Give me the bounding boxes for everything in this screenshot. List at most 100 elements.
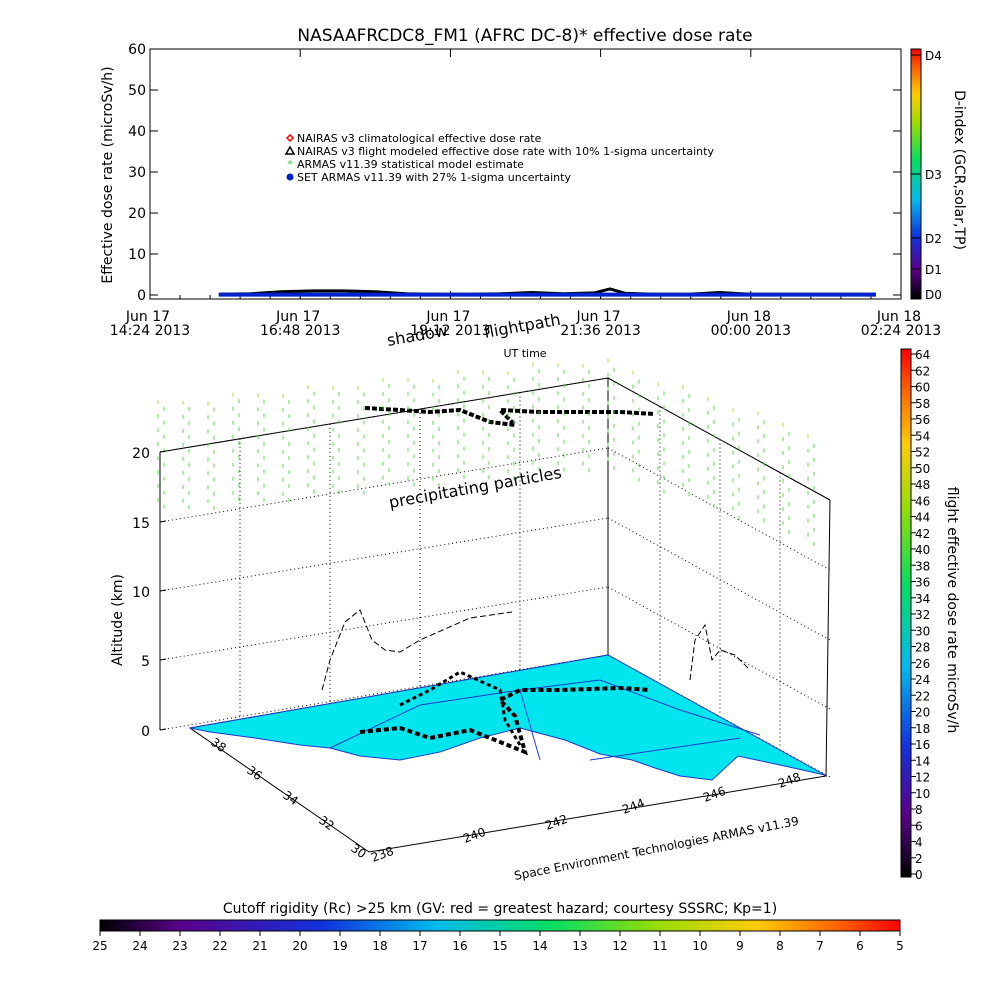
cutoff-tick-label: 23 <box>172 939 187 953</box>
flight-dose-colorbar-ticks: 0246810121416182022242628303234363840424… <box>911 348 930 882</box>
dose-series-layer <box>218 287 876 297</box>
dose-plot-frame <box>149 48 902 300</box>
cutoff-colorbar-ticks: 25 24 23 22 21 20 19 18 17 16 15 14 13 12 11 10 9 8 7 6 5 <box>92 931 904 953</box>
dose-cb-tick-label: 58 <box>915 397 930 411</box>
x-tick-label-time: 02:24 2013 <box>861 323 941 339</box>
y-tick-label: 50 <box>128 83 146 99</box>
legend-marker <box>285 133 295 143</box>
dose-cb-tick-label: 8 <box>915 803 923 817</box>
x-tick-label-time: 14:24 2013 <box>110 323 190 339</box>
cutoff-colorbar <box>99 919 901 932</box>
flight-dose-colorbar <box>900 348 912 878</box>
grid-line <box>607 447 831 571</box>
dose-cb-tick-label: 2 <box>915 852 923 866</box>
altitude-tick-label: 5 <box>141 654 150 670</box>
altitude-tick-label: 20 <box>132 446 150 462</box>
shadow-profile-right <box>689 623 749 681</box>
cutoff-colorbar-label: Cutoff rigidity (Rc) >25 km (GV: red = g… <box>223 901 777 917</box>
x-tick-label-time: 00:00 2013 <box>711 323 791 339</box>
cutoff-tick-label: 15 <box>492 939 507 953</box>
legend-label: SET ARMAS v11.39 with 27% 1-sigma uncert… <box>297 171 571 184</box>
y-tick-label: 10 <box>128 247 146 263</box>
dose-cb-tick-label: 24 <box>915 673 930 687</box>
dose-cb-tick-label: 56 <box>915 413 930 427</box>
dose-cb-tick-label: 6 <box>915 819 923 833</box>
d-index-tick-label: D3 <box>925 168 942 182</box>
y-tick-label: 30 <box>128 165 146 181</box>
y-tick-label: 20 <box>128 206 146 222</box>
cutoff-tick-label: 5 <box>896 939 904 953</box>
x-tick-label-date: Jun 17 <box>425 309 470 325</box>
wall-edge <box>159 377 609 453</box>
dose-cb-tick-label: 62 <box>915 364 930 378</box>
dose-cb-tick-label: 40 <box>915 543 930 557</box>
legend-marker <box>284 145 296 155</box>
dose-cb-tick-label: 60 <box>915 381 930 395</box>
legend-label: ARMAS v11.39 statistical model estimate <box>297 158 524 171</box>
shadow-profile-left <box>321 609 513 691</box>
cutoff-tick-label: 8 <box>776 939 784 953</box>
cutoff-tick-label: 10 <box>692 939 707 953</box>
precipitating-particles-field <box>157 358 815 546</box>
legend-label: NAIRAS v3 flight modeled effective dose … <box>297 145 714 158</box>
dose-cb-tick-label: 28 <box>915 641 930 655</box>
cutoff-tick-label: 17 <box>412 939 427 953</box>
dose-cb-tick-label: 50 <box>915 462 930 476</box>
y-tick-label: 0 <box>137 288 146 304</box>
legend-marker: * <box>287 158 293 171</box>
annotation-shadow: shadow <box>385 321 449 350</box>
altitude-tick <box>159 520 167 523</box>
dose-cb-tick-label: 48 <box>915 478 930 492</box>
d-index-tick-label: D0 <box>925 288 942 302</box>
cutoff-tick-label: 24 <box>132 939 147 953</box>
altitude-tick <box>159 728 167 731</box>
chart-title: NASAAFRCDC8_FM1 (AFRC DC-8)* effective d… <box>297 26 752 46</box>
x-tick-label-time: 21:36 2013 <box>560 323 640 339</box>
state-border <box>519 689 541 761</box>
top-flightpath <box>364 406 656 428</box>
cutoff-tick-label: 19 <box>332 939 347 953</box>
d-index-ticks: D0 D1 D2 D3 D4 <box>911 49 942 302</box>
x-tick-label-date: Jun 18 <box>726 309 771 325</box>
y-tick-label: 40 <box>128 124 146 140</box>
x-tick-label-time: 19:12 2013 <box>410 323 490 339</box>
altitude-ticks: 0 5 10 15 20 <box>132 446 167 740</box>
dose-cb-tick-label: 38 <box>915 559 930 573</box>
dose-y-axis-label: Effective dose rate (microSv/h) <box>100 66 116 283</box>
legend-label: NAIRAS v3 climatological effective dose … <box>297 132 542 145</box>
dose-cb-tick-label: 4 <box>915 836 923 850</box>
cutoff-tick-label: 20 <box>292 939 307 953</box>
dose-cb-tick-label: 36 <box>915 576 930 590</box>
altitude-tick <box>159 658 167 661</box>
dose-cb-tick-label: 0 <box>915 868 923 882</box>
cutoff-tick-label: 7 <box>816 939 824 953</box>
x-tick-label-date: Jun 17 <box>125 309 170 325</box>
altitude-tick <box>159 450 167 453</box>
state-border <box>329 679 601 749</box>
grid-line <box>607 517 831 641</box>
x-tick-label-date: Jun 17 <box>275 309 320 325</box>
state-border <box>589 737 741 761</box>
wall-edge <box>825 499 831 777</box>
dose-cb-tick-label: 30 <box>915 624 930 638</box>
cutoff-tick-label: 16 <box>452 939 467 953</box>
altitude-tick <box>159 589 167 592</box>
dose-x-axis-label: UT time <box>503 347 546 360</box>
d-index-tick-label: D1 <box>925 263 942 277</box>
x-tick-label-date: Jun 17 <box>576 309 621 325</box>
dose-cb-tick-label: 10 <box>915 787 930 801</box>
d-index-tick-label: D4 <box>925 49 942 63</box>
dose-cb-tick-label: 14 <box>915 754 930 768</box>
dose-cb-tick-label: 32 <box>915 608 930 622</box>
grid-line <box>159 517 609 592</box>
altitude-tick-label: 10 <box>132 585 150 601</box>
dose-y-axis: 0 10 20 30 40 50 60 <box>128 42 901 304</box>
dose-cb-tick-label: 22 <box>915 689 930 703</box>
dose-cb-tick-label: 54 <box>915 429 930 443</box>
dose-cb-tick-label: 64 <box>915 348 930 362</box>
dose-cb-tick-label: 16 <box>915 738 930 752</box>
cutoff-tick-label: 11 <box>652 939 667 953</box>
cutoff-tick-label: 9 <box>736 939 744 953</box>
